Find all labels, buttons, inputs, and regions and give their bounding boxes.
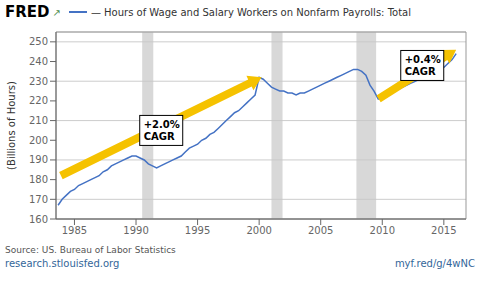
svg-text:1990: 1990 <box>123 225 148 236</box>
svg-text:220: 220 <box>29 95 48 106</box>
svg-text:190: 190 <box>29 154 48 165</box>
svg-text:240: 240 <box>29 56 48 67</box>
svg-text:2015: 2015 <box>431 225 456 236</box>
svg-text:210: 210 <box>29 115 48 126</box>
svg-text:(Billions of Hours): (Billions of Hours) <box>8 81 17 170</box>
html-text:research.stlouisfed.org: research.stlouisfed.org <box>5 258 120 269</box>
svg-text:2000: 2000 <box>246 225 271 236</box>
svg-text:200: 200 <box>29 135 48 146</box>
svg-text:2005: 2005 <box>308 225 333 236</box>
html-text:— Hours of Wage and Salary Wor: — Hours of Wage and Salary Workers on No… <box>90 6 411 18</box>
svg-text:+0.4%: +0.4% <box>405 54 441 65</box>
html-text:Source: US. Bureau of Labor St: Source: US. Bureau of Labor Statistics <box>5 245 176 255</box>
svg-text:+2.0%: +2.0% <box>144 119 180 130</box>
html-text:myf.red/g/4wNC: myf.red/g/4wNC <box>394 258 475 269</box>
svg-text:CAGR: CAGR <box>405 66 436 77</box>
svg-text:250: 250 <box>29 36 48 47</box>
svg-text:1995: 1995 <box>185 225 210 236</box>
html-text:FRED↗: FRED↗ <box>5 3 61 21</box>
svg-text:230: 230 <box>29 76 48 87</box>
svg-text:160: 160 <box>29 214 48 225</box>
svg-text:CAGR: CAGR <box>144 131 175 142</box>
svg-text:170: 170 <box>29 194 48 205</box>
svg-text:1985: 1985 <box>62 225 87 236</box>
svg-text:2010: 2010 <box>370 225 395 236</box>
svg-text:180: 180 <box>29 174 48 185</box>
